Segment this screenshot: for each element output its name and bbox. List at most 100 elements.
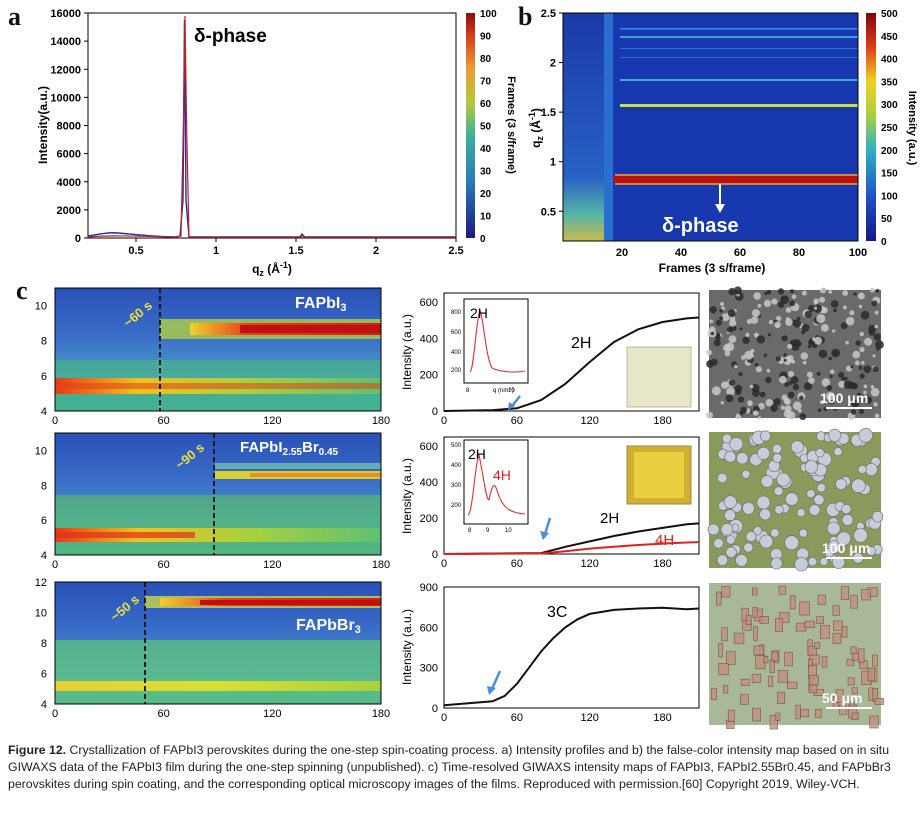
- micro-grain: [728, 335, 737, 343]
- micro-crystal: [821, 656, 828, 668]
- hm-ytick-label: 10: [35, 445, 47, 457]
- micro-crystal: [755, 654, 766, 670]
- micro-grain: [765, 399, 773, 407]
- micro-grain: [784, 382, 790, 388]
- micro-grain: [832, 329, 836, 333]
- micro-crystal: [851, 712, 859, 720]
- micro-grain: [744, 350, 754, 360]
- micro-grain: [738, 372, 743, 377]
- micro-grain: [715, 332, 721, 338]
- micro-crystal: [751, 587, 758, 596]
- svg-text:2H: 2H: [470, 305, 488, 321]
- micro-grain: [858, 428, 873, 443]
- hm-xtick-label: 60: [158, 415, 170, 427]
- micro-grain: [724, 509, 736, 522]
- micro-grain: [826, 521, 841, 536]
- curve-ytick-label: 900: [420, 582, 438, 594]
- micro-crystal: [778, 612, 790, 623]
- micro-grain: [788, 380, 794, 386]
- micro-crystal: [814, 708, 822, 718]
- panel-a-colorbar-label: Frames (3 s/frame): [505, 76, 517, 174]
- svg-text:2H: 2H: [468, 446, 486, 462]
- svg-text:8: 8: [466, 388, 470, 394]
- hm-ytick-label: 8: [41, 336, 47, 348]
- micro-crystal: [752, 606, 758, 618]
- curve-xtick-label: 120: [581, 415, 599, 427]
- micro-grain: [806, 489, 816, 499]
- micro-grain: [817, 408, 822, 413]
- micro-grain: [857, 464, 867, 474]
- micro-crystal: [847, 677, 855, 686]
- micro-grain: [808, 344, 812, 349]
- micro-grain: [807, 304, 815, 312]
- micro-grain: [864, 337, 873, 346]
- micro-grain: [843, 305, 847, 310]
- micro-grain: [799, 413, 807, 421]
- micro-grain: [821, 324, 829, 332]
- micro-grain: [875, 340, 884, 350]
- micro-grain: [858, 304, 863, 309]
- micro-grain: [780, 405, 785, 410]
- a-ytick-label: 16000: [50, 8, 81, 20]
- micro-grain: [838, 380, 846, 388]
- micro-grain: [855, 340, 861, 346]
- curve-xtick-label: 0: [441, 712, 447, 724]
- b-ytick-label: 1.5: [541, 107, 556, 119]
- micro-grain: [850, 365, 854, 369]
- micro-grain: [851, 478, 866, 493]
- micro-grain: [792, 401, 802, 411]
- a-cbtick-label: 100: [480, 9, 497, 20]
- micro-grain: [766, 368, 771, 373]
- micro-grain: [725, 546, 737, 558]
- micro-grain: [849, 310, 855, 316]
- hm-ytick-label: 4: [41, 406, 47, 418]
- micro-grain: [861, 361, 865, 365]
- micro-grain: [835, 478, 847, 491]
- micro-grain: [844, 376, 848, 381]
- b-cbtick-label: 250: [881, 123, 898, 134]
- micro-grain: [785, 492, 799, 506]
- curve-ytick-label: 200: [420, 513, 438, 525]
- micro-grain: [723, 344, 731, 352]
- micro-grain: [752, 526, 762, 536]
- micro-crystal: [721, 627, 728, 642]
- curve-label-3: 3C: [547, 604, 567, 621]
- micro-grain: [784, 535, 800, 551]
- micro-grain: [766, 290, 772, 295]
- micro-crystal: [769, 714, 778, 730]
- micro-grain: [775, 356, 782, 362]
- micro-grain: [759, 534, 774, 549]
- micro-crystal: [753, 645, 765, 656]
- micro-grain: [829, 374, 833, 378]
- curve-ytick-label: 0: [432, 406, 438, 418]
- micro-crystal: [784, 651, 793, 667]
- micro-grain: [872, 354, 876, 358]
- micro-grain: [747, 400, 753, 407]
- micro-grain: [781, 296, 785, 301]
- svg-text:8: 8: [468, 528, 472, 534]
- panel-a-x-label: qz (Å-1): [252, 260, 292, 278]
- panel-c-letter: c: [16, 276, 28, 305]
- hm-ytick-label: 4: [41, 699, 47, 711]
- micro-grain: [783, 397, 790, 404]
- micro-crystal: [857, 648, 865, 663]
- micro-grain: [733, 286, 742, 295]
- micro-grain: [872, 366, 879, 372]
- microscopy-image-1: 100 μm: [706, 286, 884, 421]
- micro-grain: [790, 339, 796, 346]
- micro-crystal: [832, 632, 842, 644]
- micro-grain: [755, 366, 762, 373]
- a-cbtick-label: 90: [480, 32, 492, 43]
- micro-grain: [851, 399, 860, 408]
- micro-grain: [792, 383, 800, 391]
- micro-grain: [830, 300, 839, 308]
- panel-a-colorbar: [466, 13, 475, 238]
- micro-grain: [706, 360, 714, 368]
- hm-xtick-label: 0: [52, 559, 58, 571]
- micro-grain: [716, 554, 729, 566]
- micro-grain: [783, 353, 787, 357]
- micro-grain: [720, 523, 734, 536]
- micro-grain: [720, 401, 724, 405]
